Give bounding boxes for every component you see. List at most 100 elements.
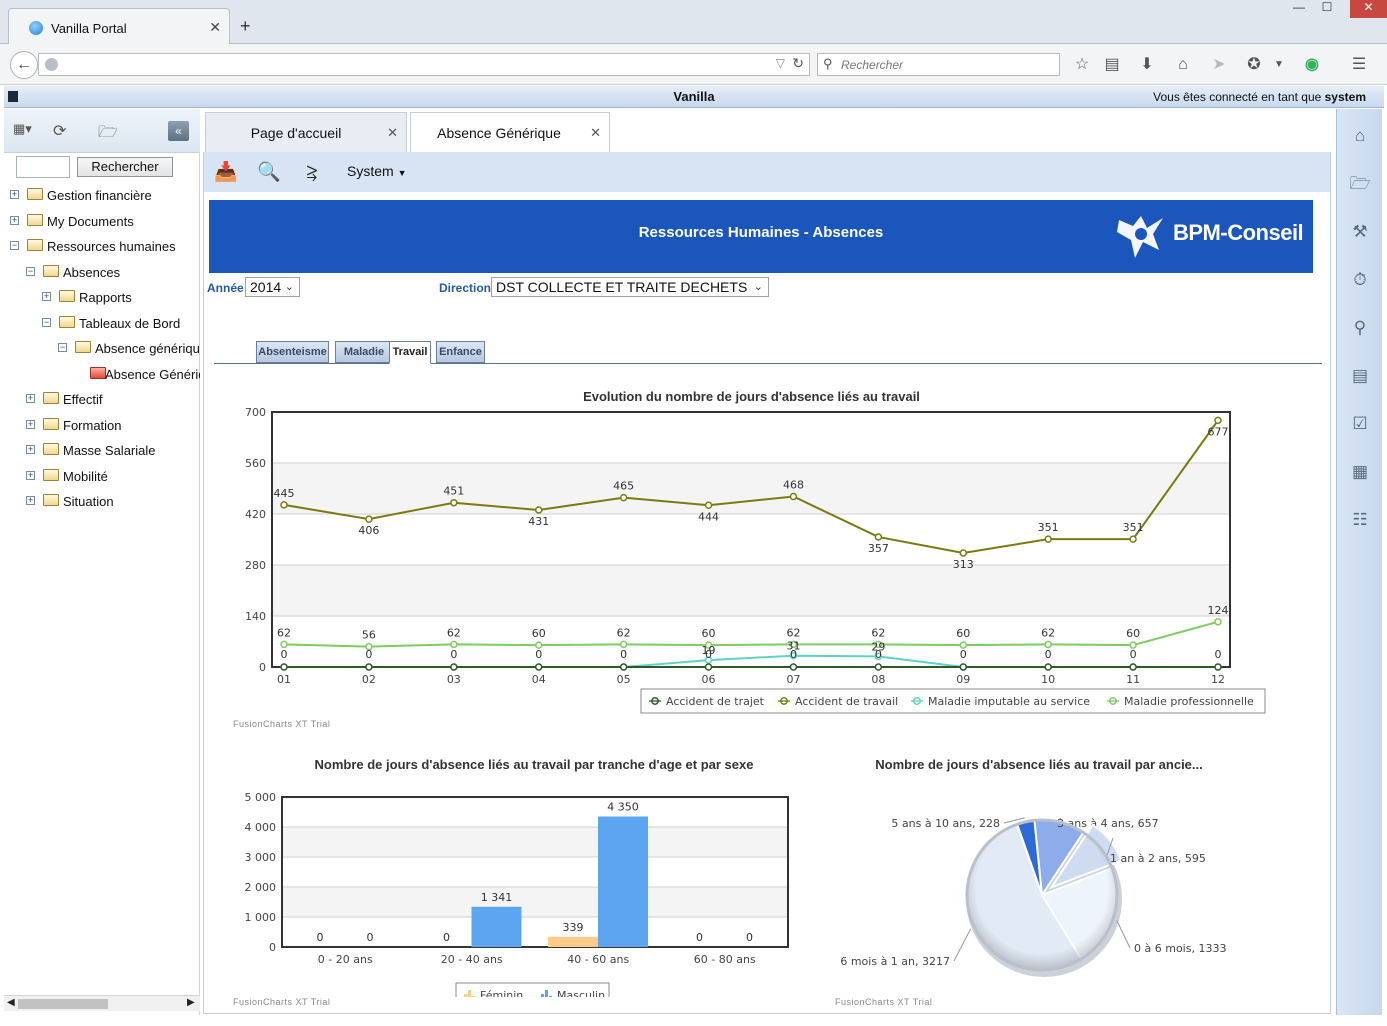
data-point	[874, 640, 883, 649]
expand-icon[interactable]: +	[26, 418, 35, 429]
expand-icon[interactable]: +	[26, 495, 35, 505]
expand-icon[interactable]: +	[10, 189, 19, 199]
addon-icon[interactable]: ◉	[1305, 56, 1319, 73]
right-tool-rail: ⌂ 🗁 ⚒ ⏱ ⚲ ▤ ☑ ▦ ☷	[1336, 109, 1382, 1015]
data-point	[1214, 618, 1222, 626]
tree-item[interactable]: + Masse Salariale	[26, 442, 200, 462]
zoom-icon[interactable]: 🔍	[257, 162, 281, 183]
data-point	[1214, 663, 1222, 671]
tools-icon[interactable]: ⚒	[1352, 222, 1368, 241]
scroll-left-icon[interactable]: ◀	[7, 997, 15, 1008]
tree-item[interactable]: Absence Générique	[90, 366, 200, 386]
url-bar[interactable]: ▽ ↻	[38, 53, 810, 76]
timer-icon[interactable]: ⏱	[1353, 270, 1367, 289]
direction-select[interactable]: DST COLLECTE ET TRAITE DECHETS ⌄	[491, 277, 769, 297]
subtab-maladie[interactable]: Maladie	[335, 341, 393, 363]
expand-icon[interactable]: +	[26, 444, 35, 454]
browser-search-input[interactable]: ⚲ Rechercher	[817, 53, 1060, 76]
folder-icon[interactable]: 🗁	[1349, 174, 1371, 193]
report-icon[interactable]: ▦	[1351, 462, 1369, 481]
legend-marker	[472, 996, 475, 997]
search-settings-icon[interactable]: ⚲	[1353, 318, 1367, 337]
tree-item[interactable]: + Situation	[26, 493, 200, 513]
home-icon[interactable]: ⌂	[1354, 126, 1366, 145]
download-icon[interactable]: ⬇	[1140, 56, 1154, 73]
sidebar-search-input[interactable]	[16, 156, 70, 178]
expand-icon[interactable]: +	[42, 291, 51, 301]
close-icon[interactable]: ✕	[590, 125, 601, 140]
subtab-enfance[interactable]: Enfance	[436, 341, 485, 363]
scroll-right-icon[interactable]: ▶	[187, 997, 195, 1008]
collapse-icon[interactable]: −	[58, 342, 67, 352]
folder-icon	[27, 213, 43, 226]
collapse-icon[interactable]: −	[42, 316, 51, 327]
tree-item[interactable]: + Effectif	[26, 391, 200, 411]
folder-icon[interactable]: 🗁	[98, 124, 118, 141]
site-info-icon[interactable]	[45, 58, 58, 71]
trial-watermark: FusionCharts XT Trial	[835, 997, 933, 1007]
maximize-button[interactable]: ☐	[1321, 0, 1333, 14]
data-label: 62	[1041, 626, 1055, 639]
data-point	[619, 663, 628, 671]
home-icon[interactable]: ⌂	[1178, 56, 1188, 73]
browser-tab-title: Vanilla Portal	[51, 21, 127, 36]
scrollbar-thumb[interactable]	[18, 999, 108, 1009]
tree-item[interactable]: + Rapports	[42, 289, 200, 309]
data-label: 0	[443, 931, 450, 944]
checklist-icon[interactable]: ☑	[1352, 414, 1368, 433]
subtab-travail[interactable]: Travail	[389, 341, 431, 364]
annee-select[interactable]: 2014 ⌄	[245, 277, 300, 297]
back-button[interactable]: ←	[10, 51, 38, 79]
system-menu[interactable]: System ▼	[347, 163, 407, 179]
legend-marker	[545, 990, 548, 997]
minimize-button[interactable]: —	[1293, 0, 1305, 14]
data-label: 19	[702, 644, 716, 657]
expand-icon[interactable]: +	[10, 214, 19, 225]
tree-item[interactable]: − Absences	[26, 264, 200, 284]
new-tab-button[interactable]: +	[240, 16, 251, 36]
calendar-icon[interactable]: ☷	[1352, 510, 1368, 529]
list-icon[interactable]: ▤	[1351, 366, 1369, 385]
collapse-sidebar-icon[interactable]: «	[168, 121, 189, 141]
window-close-button[interactable]: ✕	[1350, 0, 1387, 18]
extension-dropdown-icon[interactable]: ▼	[1274, 59, 1284, 70]
browser-tab[interactable]: Vanilla Portal ✕	[8, 8, 230, 45]
tab-absence-generique[interactable]: Absence Générique ✕	[410, 112, 610, 153]
reading-list-icon[interactable]: ▤	[1104, 56, 1120, 73]
close-tab-icon[interactable]: ✕	[209, 19, 221, 35]
menu-icon[interactable]: ☰	[1351, 56, 1367, 73]
url-dropdown-icon[interactable]: ▽	[775, 56, 785, 70]
panel-toggle-icon[interactable]	[8, 91, 18, 102]
tree-item[interactable]: + Mobilité	[26, 468, 200, 488]
send-icon[interactable]: ➤	[1212, 56, 1226, 73]
collapse-icon[interactable]: −	[10, 240, 19, 250]
collapse-icon[interactable]: −	[26, 265, 35, 276]
tree-item[interactable]: + Gestion financière	[10, 187, 200, 207]
subtab-absenteisme[interactable]: Absenteisme	[256, 341, 329, 363]
export-icon[interactable]: 📥	[214, 162, 238, 183]
refresh-icon[interactable]: ⟳	[53, 123, 67, 140]
data-label: 677	[1208, 425, 1229, 438]
sidebar-toolbar: ▦▾ ⟳ 🗁 «	[4, 109, 200, 153]
tree-item[interactable]: − Tableaux de Bord	[42, 315, 200, 335]
data-label: 357	[868, 542, 889, 555]
tree-item[interactable]: + My Documents	[10, 213, 200, 233]
sidebar-search-button[interactable]: Rechercher	[77, 157, 173, 177]
tree-item[interactable]: + Formation	[26, 417, 200, 437]
tree-item[interactable]: − Absence générique	[58, 340, 200, 360]
reload-icon[interactable]: ↻	[792, 55, 804, 71]
view-menu-icon[interactable]: ▦▾	[13, 121, 32, 136]
tree-item-label: Tableaux de Bord	[79, 315, 181, 331]
expand-icon[interactable]: +	[26, 469, 35, 480]
data-point	[450, 663, 458, 671]
extension-icon[interactable]: ✪	[1247, 56, 1261, 73]
folder-icon	[43, 417, 59, 430]
share-icon[interactable]: ⥸	[306, 162, 318, 183]
bookmark-star-icon[interactable]: ☆	[1074, 56, 1090, 73]
data-label: 62	[277, 626, 291, 639]
sidebar-horizontal-scrollbar[interactable]: ◀ ▶	[4, 995, 200, 1011]
tab-page-accueil[interactable]: Page d'accueil ✕	[205, 112, 407, 152]
expand-icon[interactable]: +	[26, 393, 35, 403]
close-icon[interactable]: ✕	[387, 125, 398, 140]
tree-item[interactable]: − Ressources humaines	[10, 238, 200, 258]
